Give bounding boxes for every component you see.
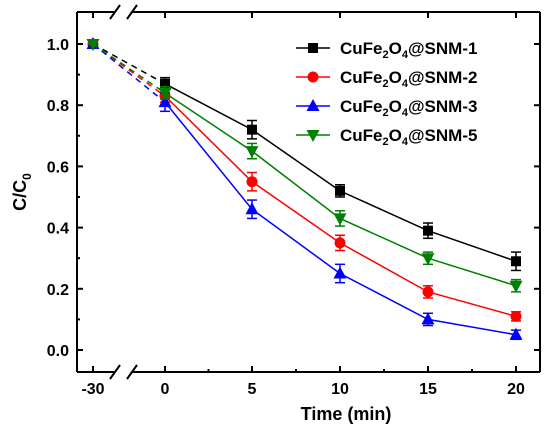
legend-label-text: CuFe (340, 39, 383, 58)
data-point-triangle-up (245, 202, 259, 215)
legend-label-subscript: 2 (383, 78, 389, 90)
series-3 (86, 37, 523, 341)
series-line-break-segment (92, 43, 166, 85)
data-point-circle (422, 286, 434, 298)
legend: CuFe2O4@SNM-1CuFe2O4@SNM-2CuFe2O4@SNM-3C… (296, 39, 477, 148)
data-point-square (511, 256, 521, 267)
data-point-triangle-down (86, 39, 100, 51)
y-tick-label: 1.0 (47, 37, 69, 54)
data-point-circle (510, 310, 522, 322)
data-point-triangle-down (509, 280, 523, 293)
data-point-square (160, 78, 170, 89)
x-axis-title: Time (min) (301, 404, 392, 424)
data-point-circle (307, 71, 319, 83)
data-point-circle (246, 176, 258, 188)
axis-break-mark (126, 364, 138, 380)
legend-label: CuFe2O4@SNM-2 (340, 68, 477, 90)
x-tick-label: 0 (161, 381, 170, 398)
legend-label-text: O (389, 97, 402, 116)
legend-label-text: O (389, 126, 402, 145)
data-point-triangle-down (421, 253, 435, 266)
y-tick-label: 0.2 (47, 282, 69, 299)
legend-label-subscript: 4 (402, 136, 409, 148)
data-point-circle (334, 237, 346, 249)
legend-label-text: @SNM-5 (408, 126, 477, 145)
y-axis-title-subscript: 0 (20, 173, 34, 180)
legend-label-subscript: 2 (383, 107, 389, 119)
series-4 (86, 39, 523, 293)
legend-entry-1: CuFe2O4@SNM-1 (296, 39, 477, 61)
legend-label-text: CuFe (340, 97, 383, 116)
x-tick-label: 15 (419, 381, 437, 398)
axis-break-mark (109, 364, 121, 380)
y-tick-label: 0.6 (47, 159, 69, 176)
axis-break-mark (126, 4, 138, 20)
y-tick-label: 0.0 (47, 343, 69, 360)
data-point-square (423, 225, 433, 236)
series-line-break-segment (92, 43, 166, 103)
series-line-break-segment (92, 43, 166, 94)
legend-label-subscript: 2 (383, 136, 389, 148)
legend-label-subscript: 4 (402, 107, 409, 119)
legend-label-text: CuFe (340, 126, 383, 145)
data-point-triangle-down (245, 146, 259, 159)
legend-label-text: O (389, 68, 402, 87)
x-tick-label: 20 (507, 381, 525, 398)
data-point-triangle-up (333, 266, 347, 279)
data-point-triangle-up (509, 327, 523, 340)
y-axis-title: C/C0 (10, 173, 34, 211)
legend-entry-2: CuFe2O4@SNM-2 (296, 68, 477, 90)
legend-label: CuFe2O4@SNM-1 (340, 39, 477, 61)
data-point-triangle-down (306, 130, 320, 142)
data-point-triangle-down (333, 213, 347, 226)
y-tick-label: 0.4 (47, 221, 69, 238)
legend-entry-4: CuFe2O4@SNM-5 (296, 126, 477, 148)
legend-label-text: CuFe (340, 68, 383, 87)
legend-label-text: @SNM-3 (408, 97, 477, 116)
y-axis-title-main: C/C (10, 180, 30, 211)
legend-label-subscript: 4 (402, 78, 409, 90)
legend-label-subscript: 2 (383, 49, 389, 61)
legend-label: CuFe2O4@SNM-3 (340, 97, 477, 119)
axis-break-mark (109, 4, 121, 20)
plot-area (86, 37, 523, 341)
x-tick-label: -30 (81, 381, 104, 398)
y-tick-label: 0.8 (47, 98, 69, 115)
data-point-triangle-up (421, 312, 435, 325)
data-point-triangle-up (158, 95, 172, 108)
data-point-triangle-up (306, 99, 320, 111)
legend-label-subscript: 4 (402, 49, 409, 61)
data-point-square (335, 185, 345, 196)
legend-entry-3: CuFe2O4@SNM-3 (296, 97, 477, 119)
legend-label-text: @SNM-1 (408, 39, 477, 58)
legend-label-text: O (389, 39, 402, 58)
data-point-square (308, 43, 318, 53)
data-point-square (247, 124, 257, 135)
legend-label: CuFe2O4@SNM-5 (340, 126, 477, 148)
legend-label-text: @SNM-2 (408, 68, 477, 87)
series-1 (88, 39, 521, 272)
data-point-triangle-down (158, 87, 172, 100)
x-tick-label: 5 (248, 381, 257, 398)
x-tick-label: 10 (331, 381, 349, 398)
